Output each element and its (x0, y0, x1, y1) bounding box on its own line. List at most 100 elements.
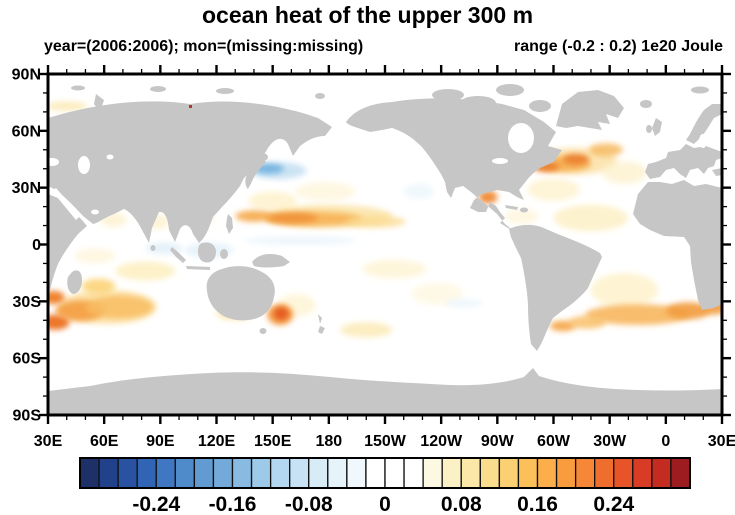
colorbar-border (79, 457, 691, 489)
x-axis-label: 0 (661, 433, 670, 450)
colorbar-label: 0.24 (593, 493, 634, 515)
axis-labels: 30E 60E 90E 120E 150E 180 150W 120W 90W 60W 30W 0 30… (12, 67, 735, 451)
subtitle-right: range (-0.2 : 0.2) 1e20 Joule (514, 38, 723, 55)
colorbar-cell (117, 457, 138, 489)
x-axis-label: 60E (90, 433, 119, 450)
anomaly-south-atlantic-band-east (665, 302, 711, 320)
anomaly-agulhas-retroflection-core1 (48, 290, 65, 305)
landmass-philippines (226, 214, 233, 234)
anomaly-south-pacific-cream-se (411, 282, 464, 306)
landmass-hispaniola (520, 207, 528, 213)
color-scale: -0.24 -0.16 -0.08 0 0.08 0.16 0.24 (79, 457, 691, 515)
colorbar-cell (308, 457, 329, 489)
colorbar-cell (289, 457, 310, 489)
water-black-sea (48, 158, 59, 166)
landmass-indonesia (170, 242, 290, 270)
landmass-ireland (646, 125, 652, 133)
y-axis-label: 60S (13, 351, 42, 368)
landmass-antarctica (48, 368, 722, 415)
colorbar-label: -0.24 (132, 493, 180, 515)
anomaly-madagascar-east-warm (81, 278, 116, 294)
colorbar-cell (403, 457, 424, 489)
landmass-turkey (712, 168, 722, 176)
colorbar-cell (555, 457, 577, 489)
y-axis-label: 0 (32, 237, 41, 254)
anomaly-pacific-band-east-tail (345, 216, 406, 228)
landmass-cuba (505, 205, 518, 210)
y-axis-label: 30N (12, 180, 41, 197)
anomaly-gulf-of-mexico-warm (478, 190, 498, 204)
anomaly-central-indian-cream (74, 248, 116, 264)
colorbar-cell (460, 457, 481, 489)
landmass-hokkaido (260, 153, 268, 161)
colorbar-cell (498, 457, 520, 489)
anomaly-south-pacific-cream-nw (362, 259, 427, 279)
x-axis-label: 60W (537, 433, 571, 450)
inland-water-layer (48, 105, 707, 220)
landmass-eurasia (48, 101, 332, 243)
anomaly-sargasso-cream (527, 178, 580, 202)
x-axis-label: 30W (593, 433, 627, 450)
anomaly-california-current-cool (403, 183, 434, 200)
water-aral-sea (106, 154, 114, 160)
anomaly-pacific-warm-band-core (265, 212, 318, 224)
landmass-new-zealand (318, 314, 325, 334)
x-axis-label: 180 (315, 433, 342, 450)
anomaly-south-atlantic-band (585, 304, 691, 325)
landmass-iceland (640, 100, 652, 108)
anomaly-south-indian-tropical-arm (115, 261, 176, 281)
colorbar-cell (384, 457, 405, 489)
colorbar-label: 0.16 (517, 493, 558, 515)
y-axis-label: 90N (12, 67, 41, 84)
water-hudson-bay (508, 123, 534, 153)
anomaly-barents-sea-warm (48, 101, 88, 111)
colorbar-label: 0 (379, 493, 391, 515)
x-axis-label: 150E (254, 433, 292, 450)
colorbar-cell (136, 457, 157, 489)
anomaly-tropical-atlantic-cream (553, 204, 629, 232)
landmass-scandinavia (686, 104, 722, 144)
anomaly-south-pacific-45s-cream (340, 322, 393, 338)
colorbar-cell (574, 457, 596, 489)
colorbar-cell (79, 457, 100, 489)
landmass-sri-lanka (150, 245, 156, 251)
y-axis-label: 90S (13, 408, 42, 425)
colorbar-cell (670, 457, 691, 489)
anomaly-south-atlantic-wash (590, 272, 659, 308)
water-caspian-sea (78, 156, 90, 174)
colorbar-cell (269, 457, 291, 489)
anomaly-tasman-warm-core (273, 307, 289, 321)
landmass-north-america (346, 98, 562, 231)
map-frame (46, 72, 724, 417)
x-axis-label: 120E (198, 433, 236, 450)
anomaly-north-atlantic-ne-warm (589, 143, 623, 157)
landmass-japan (245, 158, 266, 189)
colorbar-cell (479, 457, 501, 489)
subtitle-left: year=(2006:2006); mon=(missing:missing) (44, 38, 364, 55)
landmass-madagascar (67, 270, 82, 294)
colorbar-cell (441, 457, 462, 489)
anomaly-pacific-band-west (235, 210, 273, 222)
colorbar-cell (155, 457, 176, 489)
y-axis-label: 30S (13, 294, 42, 311)
landmass-greenland (556, 90, 624, 130)
anomaly-nw-pacific-subtropic-cream (248, 191, 297, 211)
water-baltic-sea (699, 134, 707, 148)
x-axis-label: 150W (364, 433, 407, 450)
colorbar-cell (536, 457, 558, 489)
landmass-australia (206, 266, 275, 321)
colorbar-cell (231, 457, 253, 489)
landmass-british-isles (652, 118, 662, 136)
water-persian-gulf (91, 209, 99, 215)
landmass-africa-west (633, 180, 722, 310)
x-axis-label: 90W (481, 433, 515, 450)
colorbar-cell (517, 457, 539, 489)
x-axis-label: 30E (708, 433, 735, 450)
water-great-lakes (492, 158, 508, 164)
x-axis-label: 120W (420, 433, 463, 450)
anomaly-se-pacific-cool-streak (444, 299, 483, 308)
colorbar-label: 0.08 (441, 493, 482, 515)
colorbar-cell (632, 457, 653, 489)
colorbar-cell (193, 457, 215, 489)
